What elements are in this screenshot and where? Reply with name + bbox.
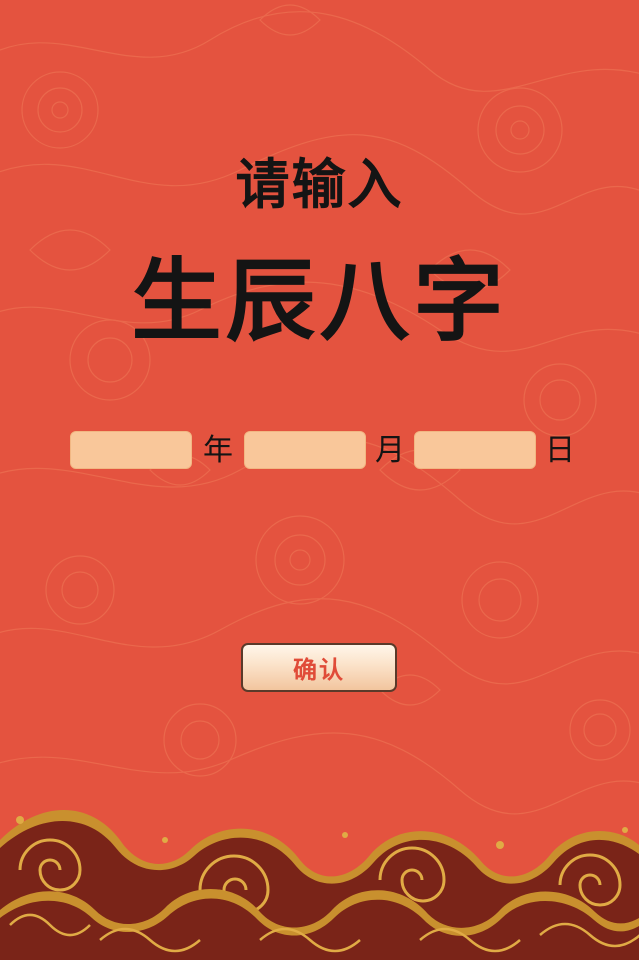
page-subtitle: 请输入 [235, 153, 404, 216]
wave-footer-decoration [0, 810, 639, 960]
year-label: 年 [203, 433, 233, 468]
birth-date-row: 年 月 日 [0, 431, 639, 471]
confirm-button[interactable]: 确认 [241, 643, 397, 692]
year-input[interactable] [70, 431, 192, 469]
day-label: 日 [545, 433, 575, 468]
day-input[interactable] [414, 431, 536, 469]
month-label: 月 [375, 433, 405, 468]
page-title: 生辰八字 [131, 249, 508, 354]
month-input[interactable] [244, 431, 366, 469]
